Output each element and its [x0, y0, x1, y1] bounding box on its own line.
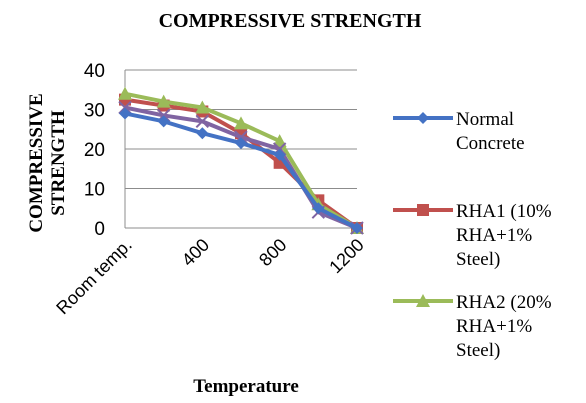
legend-label: Steel) — [456, 340, 500, 361]
x-tick-label: Room temp. — [52, 235, 135, 318]
legend-label: Normal — [456, 109, 514, 130]
legend-label: Concrete — [456, 133, 525, 154]
x-tick-label: 800 — [255, 235, 290, 270]
legend-marker — [417, 112, 429, 124]
legend-marker — [417, 204, 429, 216]
y-axis-title-line-2: STRENGTH — [48, 110, 69, 216]
y-tick-label: 10 — [84, 180, 105, 201]
x-axis-title: Temperature — [193, 376, 299, 397]
data-point — [156, 94, 171, 108]
legend-label: Steel) — [456, 249, 500, 270]
x-axis-ticks: Room temp. 400 800 1200 — [52, 235, 367, 318]
y-tick-label: 0 — [94, 219, 105, 240]
legend-marker — [416, 294, 430, 307]
series-normal — [119, 107, 363, 234]
y-axis-ticks: 0 10 20 30 40 — [84, 61, 105, 240]
legend-entry: Normal Concrete — [393, 109, 525, 154]
data-point — [157, 115, 170, 128]
data-point — [195, 100, 210, 114]
data-point — [234, 116, 248, 130]
legend-label: RHA1 (10% — [456, 201, 552, 222]
data-point — [118, 86, 132, 100]
data-point — [196, 127, 209, 140]
data-point — [119, 107, 131, 120]
y-axis-title-line-1: COMPRESSIVE — [26, 93, 47, 232]
legend-entry: RHA1 (10% RHA+1% Steel) — [393, 201, 552, 270]
x-tick-label: 1200 — [325, 235, 367, 277]
data-point — [272, 134, 287, 148]
y-axis-title: COMPRESSIVE STRENGTH — [26, 93, 69, 232]
data-point — [235, 137, 247, 150]
data-point — [312, 202, 325, 215]
chart-title: COMPRESSIVE STRENGTH — [159, 10, 422, 32]
legend-label: RHA+1% — [456, 225, 532, 246]
x-tick-label: 400 — [178, 235, 213, 270]
legend-label: RHA2 (20% — [456, 292, 552, 313]
y-tick-label: 30 — [84, 101, 105, 122]
data-point — [273, 148, 286, 161]
legend-label: RHA+1% — [456, 316, 532, 337]
y-tick-label: 40 — [84, 61, 105, 82]
data-point — [195, 114, 210, 129]
y-tick-label: 20 — [84, 140, 105, 161]
legend-entry: RHA2 (20% RHA+1% Steel) — [393, 292, 552, 361]
data-point — [351, 222, 363, 234]
plot-series — [118, 86, 364, 235]
